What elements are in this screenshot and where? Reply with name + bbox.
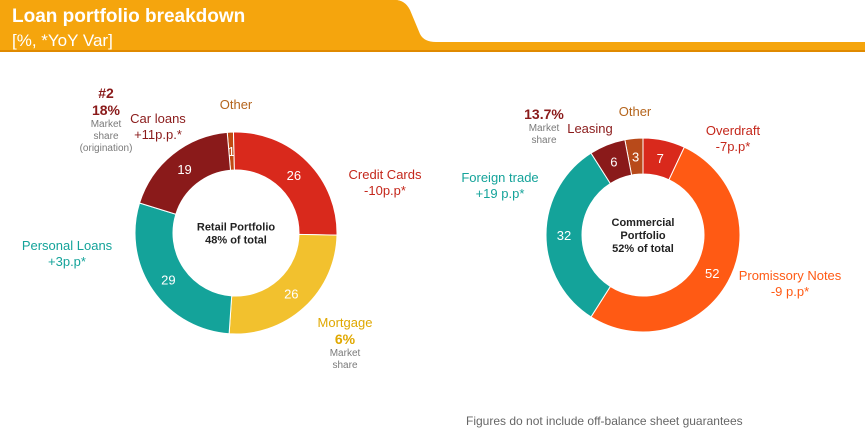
retail-slice-value-other: 1: [228, 144, 235, 159]
retail-slice-value-mortgage: 26: [284, 287, 298, 302]
label-foreign-trade: Foreign trade +19 p.p*: [450, 170, 550, 202]
commercial-slice-value-overdraft: 7: [657, 151, 664, 166]
label-credit-cards-yoy: -10p.p*: [364, 183, 406, 198]
page-subtitle: [%, *YoY Var]: [12, 31, 113, 50]
page-title: Loan portfolio breakdown: [12, 6, 246, 27]
label-leasing-note1: Market: [528, 123, 560, 134]
label-car-note3: (origination): [79, 143, 133, 154]
label-leasing-market-share: 13.7% Market share: [518, 106, 570, 147]
header-banner: [0, 0, 865, 52]
retail-center-text-1: 48% of total: [205, 235, 267, 247]
label-car-note2: share: [93, 131, 119, 142]
label-personal-loans-name: Personal Loans: [21, 238, 113, 253]
label-mortgage-name: Mortgage: [317, 315, 373, 330]
commercial-slice-value-other: 3: [632, 149, 639, 164]
commercial-center-text-2: 52% of total: [612, 243, 674, 255]
label-credit-cards-name: Credit Cards: [348, 167, 422, 182]
label-leasing-share: 13.7%: [524, 106, 564, 122]
label-promissory-notes: Promissory Notes -9 p.p*: [728, 268, 852, 300]
label-foreign-trade-name: Foreign trade: [461, 170, 539, 185]
label-promissory-notes-yoy: -9 p.p*: [770, 284, 810, 299]
label-leasing-note2: share: [531, 135, 557, 146]
label-car-market-share: #2 18% Market share (origination): [74, 85, 138, 155]
label-overdraft-yoy: -7p.p*: [715, 139, 751, 154]
label-mortgage-note2: share: [332, 360, 358, 371]
label-car-note1: Market: [90, 119, 122, 130]
label-commercial-other: Other: [618, 104, 652, 119]
commercial-slice-value-promissory-notes: 52: [705, 266, 719, 281]
label-promissory-notes-name: Promissory Notes: [738, 268, 842, 283]
label-overdraft-name: Overdraft: [705, 123, 761, 138]
commercial-slice-foreign-trade: [545, 152, 612, 318]
label-foreign-trade-yoy: +19 p.p*: [475, 186, 525, 201]
label-overdraft: Overdraft -7p.p*: [688, 123, 778, 155]
label-mortgage-share: 6%: [334, 331, 356, 347]
label-leasing: Leasing: [567, 121, 613, 136]
label-car-loans-yoy: +11p.p.*: [134, 127, 182, 142]
label-car-loans-name: Car loans: [130, 111, 186, 126]
commercial-slice-leasing: [590, 139, 633, 185]
label-car-loans: Car loans +11p.p.*: [118, 111, 198, 143]
retail-slice-value-credit-cards: 26: [287, 168, 301, 183]
commercial-slice-promissory-notes: [590, 146, 741, 333]
label-car-share: 18%: [91, 102, 121, 118]
label-retail-other: Other: [219, 97, 253, 112]
commercial-center-text-1: Portfolio: [620, 230, 665, 242]
label-mortgage: Mortgage 6% Market share: [305, 315, 385, 372]
footnote: Figures do not include off-balance sheet…: [466, 414, 743, 428]
label-credit-cards: Credit Cards -10p.p*: [335, 167, 435, 199]
label-car-rank: #2: [98, 85, 114, 101]
retail-slice-credit-cards: [232, 131, 338, 236]
label-mortgage-note1: Market: [329, 348, 361, 359]
label-personal-loans-yoy: +3p.p*: [48, 254, 86, 269]
header-banner-shape: [0, 0, 865, 50]
retail-slice-value-car-loans: 19: [177, 162, 191, 177]
retail-center-text-0: Retail Portfolio: [197, 222, 276, 234]
retail-slice-car-loans: [138, 131, 232, 215]
retail-slice-value-personal-loans: 29: [161, 272, 175, 287]
label-personal-loans: Personal Loans +3p.p*: [12, 238, 122, 270]
commercial-slice-value-leasing: 6: [610, 155, 617, 170]
commercial-center-text-0: Commercial: [612, 217, 675, 229]
commercial-slice-value-foreign-trade: 32: [557, 228, 571, 243]
